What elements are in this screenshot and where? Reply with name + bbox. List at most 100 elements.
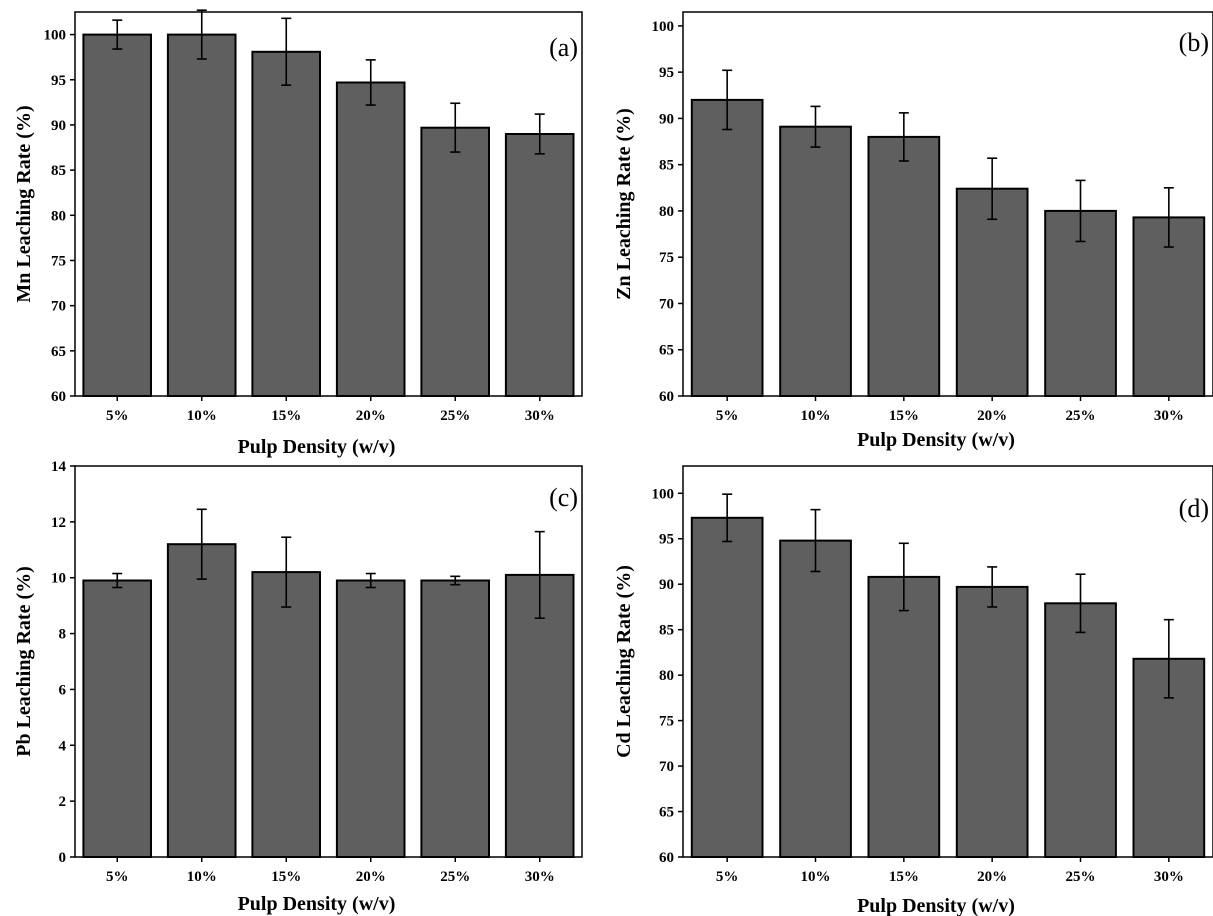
- bar-30pct: [504, 573, 575, 859]
- y-tick-label: 100: [652, 486, 675, 502]
- x-tick-label: 10%: [187, 869, 217, 885]
- y-tick-label: 90: [659, 111, 674, 127]
- y-tick-label: 60: [659, 850, 674, 866]
- y-tick-label: 70: [51, 299, 66, 315]
- x-axis-label: Pulp Density (w/v): [238, 436, 396, 458]
- bar-20pct: [955, 585, 1029, 859]
- x-tick-label: 10%: [801, 869, 831, 885]
- panel-b: (b) 5% 10% 15% 20% 25% 30% 60 65 70 75 80 85 90 95 100…: [613, 11, 1213, 451]
- x-tick-label: 30%: [1154, 408, 1184, 424]
- bar-10pct: [166, 33, 237, 397]
- y-axis-label: Cd Leaching Rate (%): [613, 565, 635, 758]
- panel-d: (d) 5% 10% 15% 20% 25% 30% 60 65 70 75 80 85 90 95 100…: [613, 465, 1213, 916]
- y-tick-label: 4: [59, 738, 67, 754]
- plot-frame: [682, 11, 1213, 397]
- bar-15pct: [251, 50, 321, 398]
- y-tick-label: 95: [51, 73, 66, 89]
- x-tick-label: 5%: [106, 408, 129, 424]
- bar-15pct: [867, 135, 941, 397]
- x-tick-label: 25%: [1066, 408, 1096, 424]
- y-tick-label: 85: [659, 158, 674, 174]
- bar-5pct: [82, 33, 152, 397]
- panel-b-label: (b): [1179, 28, 1209, 57]
- x-tick-label: 5%: [716, 408, 739, 424]
- y-tick-label: 65: [659, 805, 674, 821]
- x-axis-label: Pulp Density (w/v): [857, 895, 1015, 916]
- x-tick-label: 5%: [716, 869, 739, 885]
- y-axis-label: Zn Leaching Rate (%): [613, 108, 635, 300]
- x-tick-label: 30%: [1154, 869, 1184, 885]
- x-tick-label: 25%: [440, 869, 470, 885]
- x-tick-label: 15%: [889, 408, 919, 424]
- y-tick-label: 75: [659, 714, 674, 730]
- x-tick-label: 10%: [801, 408, 831, 424]
- x-tick-label: 25%: [1066, 869, 1096, 885]
- x-tick-label: 10%: [187, 408, 217, 424]
- x-tick-label: 15%: [889, 869, 919, 885]
- x-tick-label: 20%: [356, 408, 386, 424]
- bar-5pct: [82, 579, 152, 858]
- bar-5pct: [690, 516, 764, 858]
- x-tick-label: 5%: [106, 869, 129, 885]
- bar-10pct: [779, 539, 852, 858]
- y-tick-label: 8: [59, 627, 67, 643]
- panel-c: (c) 5% 10% 15% 20% 25% 30% 0 2 4 6 8 10 12 14 Pulp Den…: [13, 459, 583, 915]
- y-tick-label: 80: [659, 668, 674, 684]
- y-tick-label: 60: [659, 389, 674, 405]
- x-axis-label: Pulp Density (w/v): [238, 893, 396, 915]
- y-tick-label: 95: [659, 532, 674, 548]
- bar-15pct: [867, 575, 941, 859]
- bar-20pct: [335, 579, 406, 858]
- y-tick-label: 85: [51, 163, 66, 179]
- y-tick-label: 70: [659, 759, 674, 775]
- y-tick-label: 100: [44, 28, 67, 44]
- y-tick-label: 75: [51, 253, 66, 269]
- y-tick-label: 10: [51, 571, 66, 587]
- plot-frame: [74, 11, 583, 397]
- x-tick-label: 20%: [977, 869, 1007, 885]
- bar-10pct: [779, 125, 852, 397]
- plot-frame: [682, 465, 1213, 858]
- y-tick-label: 90: [51, 118, 66, 134]
- bar-10pct: [166, 543, 237, 858]
- x-tick-label: 20%: [356, 869, 386, 885]
- bar-25pct: [420, 579, 490, 858]
- y-tick-label: 100: [652, 19, 675, 35]
- y-tick-label: 2: [59, 794, 67, 810]
- plot-frame: [74, 465, 583, 858]
- bar-5pct: [690, 98, 764, 398]
- y-tick-label: 80: [51, 208, 66, 224]
- bar-30pct: [504, 133, 575, 397]
- bar-15pct: [251, 571, 321, 858]
- panel-a: (a) 5% 10% 15% 20% 25% 30% 60 65 70 75 80 85 90 95 100…: [13, 9, 583, 458]
- y-tick-label: 75: [659, 250, 674, 266]
- panel-a-label: (a): [549, 33, 578, 62]
- y-tick-label: 65: [659, 343, 674, 359]
- y-tick-label: 14: [51, 459, 67, 475]
- x-tick-label: 30%: [525, 408, 555, 424]
- y-tick-label: 0: [59, 850, 67, 866]
- y-tick-label: 70: [659, 296, 674, 312]
- x-tick-label: 25%: [440, 408, 470, 424]
- x-tick-label: 15%: [271, 408, 301, 424]
- panel-c-label: (c): [549, 483, 578, 512]
- y-tick-label: 85: [659, 623, 674, 639]
- y-tick-label: 65: [51, 344, 66, 360]
- y-tick-label: 90: [659, 577, 674, 593]
- bar-20pct: [335, 81, 406, 397]
- y-tick-label: 80: [659, 204, 674, 220]
- y-tick-label: 60: [51, 389, 66, 405]
- y-axis-label: Pb Leaching Rate (%): [13, 566, 35, 757]
- panel-d-label: (d): [1179, 494, 1209, 523]
- x-tick-label: 20%: [977, 408, 1007, 424]
- y-tick-label: 6: [59, 682, 67, 698]
- bar-25pct: [1044, 602, 1117, 858]
- y-tick-label: 95: [659, 65, 674, 81]
- x-tick-label: 15%: [271, 869, 301, 885]
- bar-25pct: [420, 126, 490, 397]
- x-tick-label: 30%: [525, 869, 555, 885]
- x-axis-label: Pulp Density (w/v): [857, 429, 1015, 451]
- y-axis-label: Mn Leaching Rate (%): [13, 105, 35, 302]
- y-tick-label: 12: [51, 515, 66, 531]
